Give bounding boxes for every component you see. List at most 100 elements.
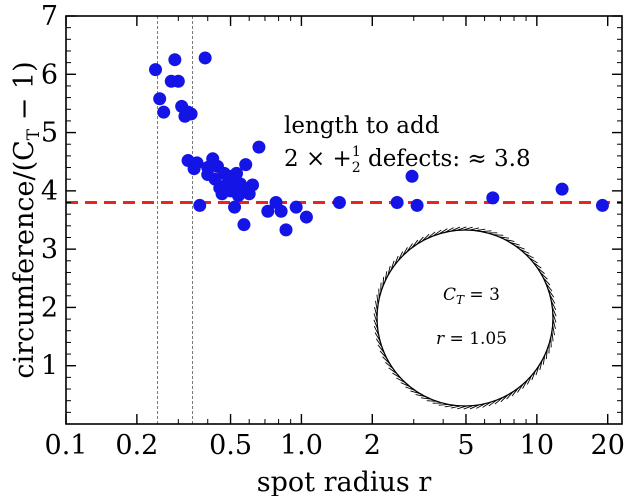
inset-arrow: [524, 253, 534, 259]
data-points: [149, 51, 609, 237]
inset-arrow: [438, 404, 449, 406]
x-tick-label: 10: [520, 430, 554, 461]
inset-arrow: [549, 295, 556, 304]
x-tick-label: 0.2: [115, 430, 158, 461]
inset-arrow: [499, 236, 509, 239]
inset-arrow: [375, 300, 378, 311]
inset-arrow: [373, 326, 379, 335]
x-axis-label: spot radius r: [257, 467, 432, 496]
inset-arrow: [387, 265, 391, 276]
inset-arrow: [439, 228, 448, 235]
y-tick-labels: 1 2 3 4 5 6 7: [41, 1, 58, 382]
data-point: [168, 53, 182, 67]
x-tick-labels: 0.1 0.2 0.5 1.0 2 5 10 20: [45, 430, 624, 461]
inset-arrows: [373, 226, 557, 410]
inset-arrow: [552, 325, 555, 336]
inset-arrow: [481, 230, 492, 232]
inset-arrow: [545, 349, 548, 360]
data-point: [190, 156, 204, 170]
inset-arrow: [416, 236, 424, 245]
inset-arrow: [457, 226, 467, 231]
data-point: [230, 166, 244, 180]
inset-arrow: [543, 277, 551, 286]
inset-arrow: [547, 289, 555, 298]
inset-arrow: [545, 283, 553, 292]
inset-arrow: [374, 332, 381, 341]
inset-arrow: [451, 226, 461, 232]
guide-lines: [157, 16, 194, 424]
data-point: [332, 196, 346, 210]
inset-arrow: [394, 255, 399, 266]
inset-arrow: [421, 397, 431, 400]
inset-arrow: [384, 271, 388, 281]
data-point: [274, 204, 288, 218]
inset-figure: CT = 3 r = 1.05: [373, 226, 557, 410]
inset-arrow: [551, 301, 557, 310]
inset-arrow: [463, 226, 473, 231]
x-tick-label: 0.1: [45, 430, 88, 461]
inset-arrow: [402, 247, 408, 256]
inset-arrow: [515, 245, 525, 250]
inset-arrow: [400, 382, 410, 387]
inset-arrow: [426, 400, 437, 402]
data-point: [405, 169, 419, 183]
inset-arrow: [482, 401, 491, 408]
inset-arrow: [396, 377, 406, 383]
inset-arrow: [374, 307, 378, 317]
inset-arrow: [510, 242, 520, 246]
axis-ticks: [65, 15, 622, 424]
inset-arrow: [476, 403, 485, 409]
inset-arrow: [533, 262, 542, 269]
plot-frame: [65, 15, 623, 425]
data-point: [289, 200, 303, 214]
data-point: [555, 182, 569, 196]
inset-arrow: [540, 272, 548, 280]
inset-arrow: [469, 404, 479, 410]
x-tick-label: 0.5: [209, 430, 252, 461]
inset-arrow: [493, 234, 504, 236]
inset-arrow: [377, 344, 385, 353]
data-point: [237, 218, 251, 232]
inset-arrow: [475, 228, 486, 232]
inset-arrow: [405, 386, 415, 391]
inset-r-label: r = 1.05: [436, 329, 507, 349]
y-tick-label: 3: [41, 234, 58, 265]
data-point: [153, 92, 167, 106]
inset-arrow: [388, 367, 397, 374]
inset-arrow: [375, 338, 383, 347]
inset-arrow: [494, 397, 503, 405]
inset-arrow: [376, 294, 379, 305]
inset-arrow: [422, 233, 430, 242]
inset-arrow: [410, 390, 420, 394]
inset-arrow: [488, 399, 497, 407]
inset-arrow: [526, 375, 532, 385]
x-tick-label: 1.0: [280, 430, 323, 461]
inset-arrow: [398, 251, 404, 261]
inset-arrow: [517, 384, 524, 393]
inset-arrow: [500, 394, 508, 403]
data-point: [198, 51, 212, 65]
inset-arrow: [551, 331, 554, 342]
data-point: [595, 198, 609, 212]
inset-arrow: [392, 372, 401, 379]
inset-ct-label: CT = 3: [443, 285, 500, 307]
data-point: [228, 200, 242, 214]
inset-arrow: [385, 362, 394, 369]
annotation-line-2: 2 × +1 2 defects: ≈ 3.8: [284, 144, 531, 176]
inset-arrow: [535, 365, 540, 376]
inset-arrow: [542, 355, 546, 365]
data-point: [279, 223, 293, 237]
inset-arrow: [382, 276, 385, 287]
data-point: [157, 105, 171, 119]
data-point: [261, 204, 275, 218]
data-point: [410, 198, 424, 212]
inset-arrow: [522, 380, 528, 389]
inset-arrow: [379, 350, 387, 359]
inset-arrow: [427, 231, 436, 239]
inset-circle: [376, 229, 554, 407]
inset-arrow: [406, 243, 413, 252]
x-tick-label: 5: [457, 430, 474, 461]
data-point: [486, 191, 500, 205]
inset-arrow: [552, 319, 556, 329]
inset-arrow: [552, 313, 557, 323]
